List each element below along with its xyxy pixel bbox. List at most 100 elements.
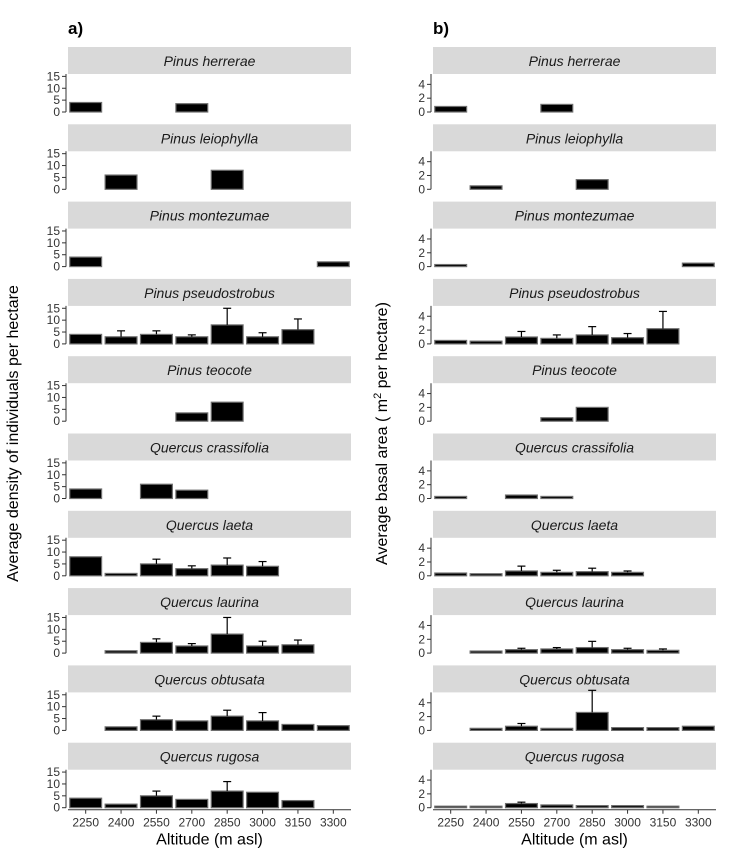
facet-strip xyxy=(68,201,351,229)
bar xyxy=(281,644,315,654)
bar xyxy=(469,727,503,731)
y-tick-label: 10 xyxy=(47,236,61,250)
y-tick-label: 0 xyxy=(53,182,60,196)
y-tick-label: 2 xyxy=(418,478,425,492)
bar xyxy=(175,412,209,422)
bar xyxy=(210,564,244,577)
x-tick-label: 3150 xyxy=(285,816,312,830)
y-tick-label: 10 xyxy=(47,81,61,95)
bar xyxy=(104,803,138,809)
y-tick-label: 5 xyxy=(53,480,60,494)
bar xyxy=(611,727,645,731)
x-tick-label: 2550 xyxy=(143,816,170,830)
bar xyxy=(139,563,173,577)
bar xyxy=(434,339,468,345)
y-tick-label: 5 xyxy=(53,634,60,648)
bar xyxy=(175,645,209,654)
facet-title: Pinus teocote xyxy=(167,362,252,378)
y-tick-label: 0 xyxy=(418,801,425,815)
bar xyxy=(281,723,315,732)
bar xyxy=(316,725,350,732)
facet-title: Pinus herrerae xyxy=(529,53,621,69)
bar xyxy=(69,488,103,500)
y-tick-label: 15 xyxy=(47,688,61,702)
y-tick-label: 15 xyxy=(47,379,61,393)
y-tick-label: 2 xyxy=(418,400,425,414)
facet-title: Pinus leiophylla xyxy=(161,130,258,146)
bar xyxy=(611,337,645,345)
facet-pinus-leiophylla: Pinus leiophylla 024 xyxy=(418,124,716,196)
x-axis-title: Altitude (m asl) xyxy=(521,832,628,849)
bar xyxy=(540,337,574,345)
facet-strip xyxy=(68,124,351,152)
y-tick-label: 10 xyxy=(47,390,61,404)
bar xyxy=(575,571,609,577)
bar xyxy=(104,572,138,577)
facet-quercus-obtusata: Quercus obtusata 024 xyxy=(418,665,716,737)
bar xyxy=(681,262,715,268)
bar xyxy=(540,417,574,422)
facet-title: Pinus leiophylla xyxy=(526,130,623,146)
bar xyxy=(175,720,209,732)
facet-title: Quercus rugosa xyxy=(525,749,625,765)
bar xyxy=(646,649,680,654)
facet-strip xyxy=(68,742,351,770)
y-tick-label: 15 xyxy=(47,224,61,238)
x-tick-label: 3300 xyxy=(320,816,347,830)
facet-pinus-teocote: Pinus teocote 024 xyxy=(418,356,716,428)
bar xyxy=(139,483,173,500)
x-tick-label: 2550 xyxy=(508,816,535,830)
y-tick-label: 2 xyxy=(418,323,425,337)
bar xyxy=(434,805,468,809)
bar xyxy=(246,720,280,732)
y-tick-label: 0 xyxy=(53,801,60,815)
facet-quercus-laurina: Quercus laurina 024 xyxy=(418,588,716,660)
bar xyxy=(540,648,574,654)
y-axis-title: Average density of individuals per hecta… xyxy=(5,285,22,582)
y-tick-label: 10 xyxy=(47,313,61,327)
bar xyxy=(540,804,574,809)
bar xyxy=(246,791,280,809)
facet-title: Quercus crassifolia xyxy=(515,440,634,456)
bar xyxy=(139,795,173,809)
y-tick-label: 15 xyxy=(47,765,61,779)
x-tick-label: 2400 xyxy=(108,816,135,830)
y-tick-label: 2 xyxy=(418,246,425,260)
y-tick-label: 2 xyxy=(418,555,425,569)
bar xyxy=(469,805,503,809)
facet-title: Quercus laeta xyxy=(531,517,618,533)
x-tick-label: 3000 xyxy=(614,816,641,830)
y-tick-label: 15 xyxy=(47,456,61,470)
facet-strip xyxy=(68,278,351,306)
bar xyxy=(175,798,209,809)
facet-title: Pinus pseudostrobus xyxy=(509,285,640,301)
y-tick-label: 10 xyxy=(47,159,61,173)
bar xyxy=(175,336,209,345)
y-tick-label: 2 xyxy=(418,632,425,646)
y-tick-label: 10 xyxy=(47,777,61,791)
x-tick-label: 2700 xyxy=(178,816,205,830)
bar xyxy=(139,641,173,654)
facet-quercus-crassifolia: Quercus crassifolia 024 xyxy=(418,433,716,506)
y-tick-label: 15 xyxy=(47,533,61,547)
y-tick-label: 4 xyxy=(418,541,425,555)
y-tick-label: 0 xyxy=(418,569,425,583)
y-tick-label: 4 xyxy=(418,387,425,401)
panel-label: a) xyxy=(68,19,83,38)
facet-title: Pinus herrerae xyxy=(164,53,256,69)
y-tick-label: 4 xyxy=(418,773,425,787)
y-tick-label: 10 xyxy=(47,545,61,559)
facet-strip xyxy=(433,47,716,74)
facet-pinus-montezumae: Pinus montezumae 024 xyxy=(418,201,716,274)
facet-strip xyxy=(433,742,716,770)
facet-strip xyxy=(433,510,716,538)
bar xyxy=(575,711,609,731)
bar xyxy=(210,633,244,654)
bar xyxy=(469,340,503,345)
y-tick-label: 0 xyxy=(418,723,425,737)
